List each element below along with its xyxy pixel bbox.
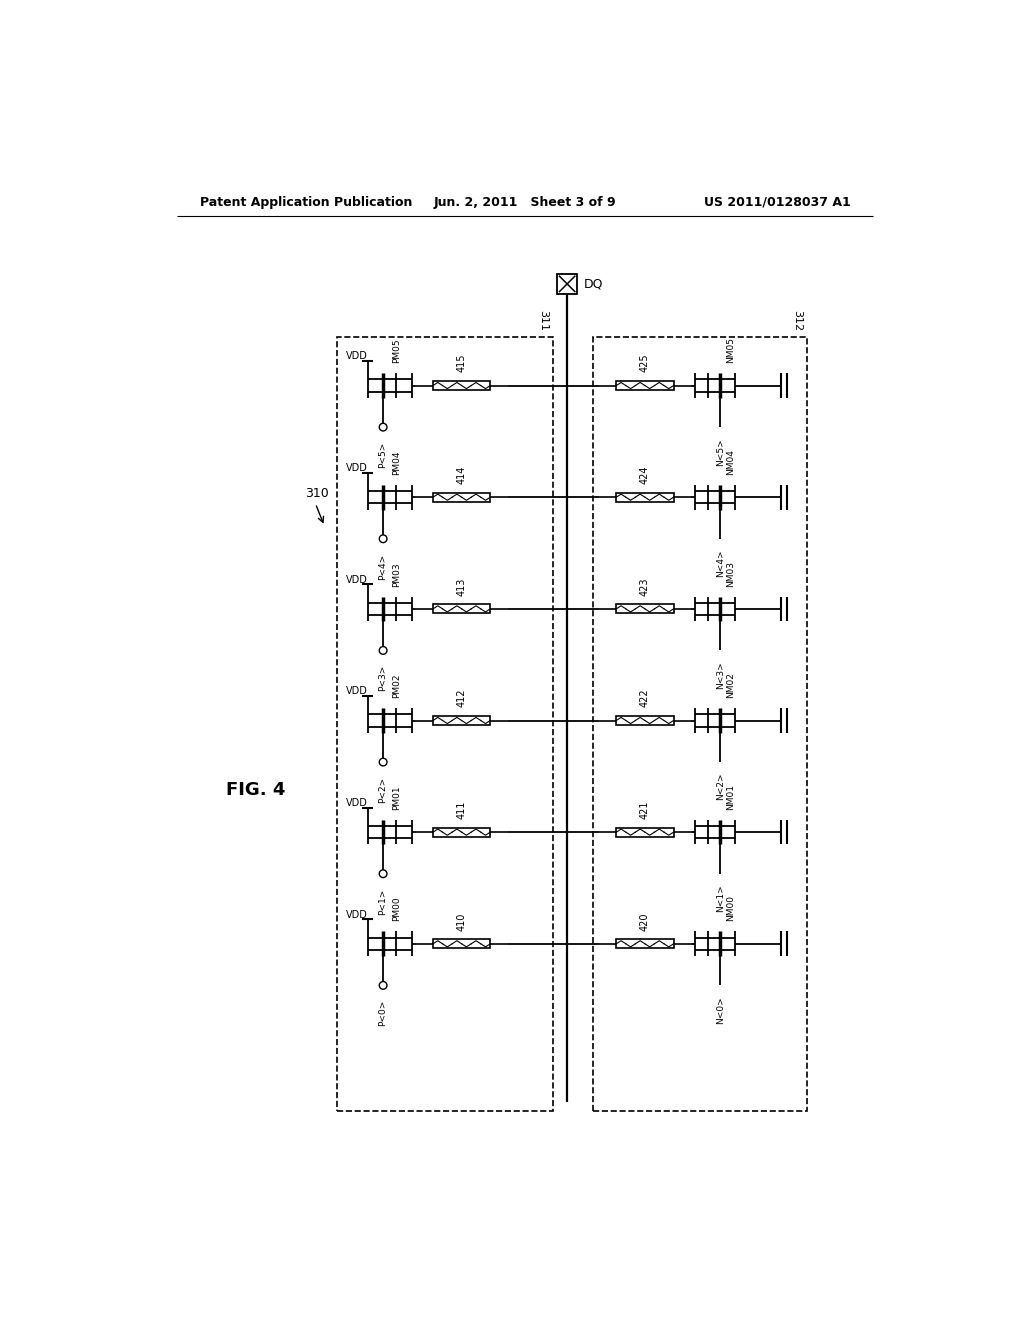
Text: 411: 411 [457,801,467,818]
Bar [433,940,490,949]
Bar [616,715,674,725]
Text: NM03: NM03 [726,561,735,586]
Text: N<1>: N<1> [716,884,725,912]
Text: PM01: PM01 [392,785,401,810]
Text: PM04: PM04 [392,450,401,475]
Bar [433,492,490,502]
Text: N<4>: N<4> [716,549,725,577]
Bar [616,605,674,614]
Text: VDD: VDD [346,909,368,920]
Text: 423: 423 [640,577,650,595]
Text: PM02: PM02 [392,673,401,698]
Text: 312: 312 [793,309,803,331]
Text: NM02: NM02 [726,672,735,698]
Text: NM05: NM05 [726,337,735,363]
Bar [433,715,490,725]
Text: 310: 310 [305,487,329,500]
Text: VDD: VDD [346,574,368,585]
Bar [616,828,674,837]
Text: NM00: NM00 [726,895,735,921]
Text: Patent Application Publication: Patent Application Publication [200,195,413,209]
Text: VDD: VDD [346,797,368,808]
Bar [593,337,807,1111]
Text: P<4>: P<4> [379,553,388,579]
Text: PM00: PM00 [392,896,401,921]
Text: 410: 410 [457,912,467,931]
Text: 421: 421 [640,800,650,818]
Text: FIG. 4: FIG. 4 [225,781,285,799]
Text: P<1>: P<1> [379,888,388,915]
Text: 415: 415 [457,354,467,372]
Text: 414: 414 [457,466,467,484]
Text: Jun. 2, 2011   Sheet 3 of 9: Jun. 2, 2011 Sheet 3 of 9 [433,195,616,209]
Text: P<5>: P<5> [379,442,388,469]
Bar [616,492,674,502]
Text: 412: 412 [457,689,467,708]
Text: US 2011/0128037 A1: US 2011/0128037 A1 [703,195,851,209]
Text: PM05: PM05 [392,339,401,363]
Text: P<3>: P<3> [379,665,388,692]
Text: 420: 420 [640,912,650,931]
Text: N<5>: N<5> [716,438,725,466]
Text: N<2>: N<2> [716,774,725,800]
Text: NM04: NM04 [726,449,735,475]
Text: 422: 422 [640,689,650,708]
Text: 425: 425 [640,354,650,372]
Bar [616,381,674,391]
Text: P<2>: P<2> [379,776,388,803]
Text: DQ: DQ [584,277,603,290]
Text: N<0>: N<0> [716,997,725,1024]
Text: 413: 413 [457,577,467,595]
Bar [433,828,490,837]
Text: NM01: NM01 [726,784,735,810]
Bar [337,337,553,1111]
Text: VDD: VDD [346,686,368,696]
Text: P<0>: P<0> [379,1001,388,1027]
Bar [433,605,490,614]
Bar [433,381,490,391]
Text: VDD: VDD [346,351,368,362]
Bar [616,940,674,949]
Text: N<3>: N<3> [716,661,725,689]
Bar [557,275,578,294]
Text: 424: 424 [640,466,650,484]
Text: 311: 311 [539,310,548,330]
Text: PM03: PM03 [392,562,401,586]
Text: VDD: VDD [346,463,368,473]
